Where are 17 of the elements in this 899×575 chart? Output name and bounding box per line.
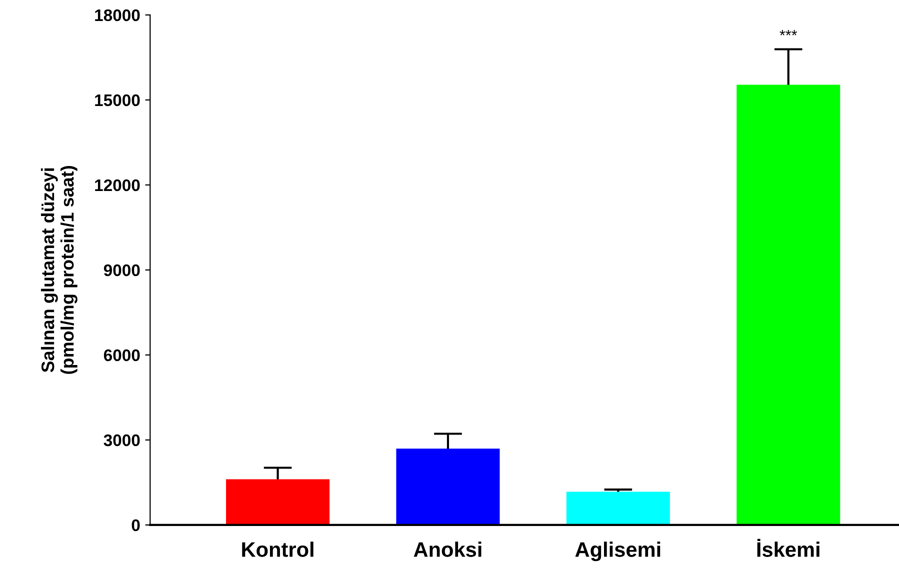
x-tick-label: Kontrol: [242, 542, 314, 557]
x-tick-label: Anoksi: [414, 542, 482, 557]
bar: [226, 479, 330, 525]
y-axis-title: Salınan glutamat düzeyi (pmol/mg protein/1 saat): [40, 166, 78, 374]
bar: [396, 448, 500, 525]
x-tick-label: Aglisemi: [575, 542, 660, 562]
y-tick-label: 6000: [104, 349, 140, 362]
y-tick-label: 12000: [95, 179, 140, 192]
y-tick-label: 18000: [95, 9, 140, 22]
bar: [736, 84, 840, 525]
y-tick-label: 9000: [104, 264, 140, 276]
y-tick-label: 3000: [104, 434, 140, 446]
y-tick-label: 15000: [95, 94, 140, 106]
bar: [566, 492, 670, 525]
x-tick-label: İskemi: [757, 538, 820, 557]
annotation: ***: [780, 30, 798, 36]
y-tick-label: 0: [132, 519, 140, 532]
